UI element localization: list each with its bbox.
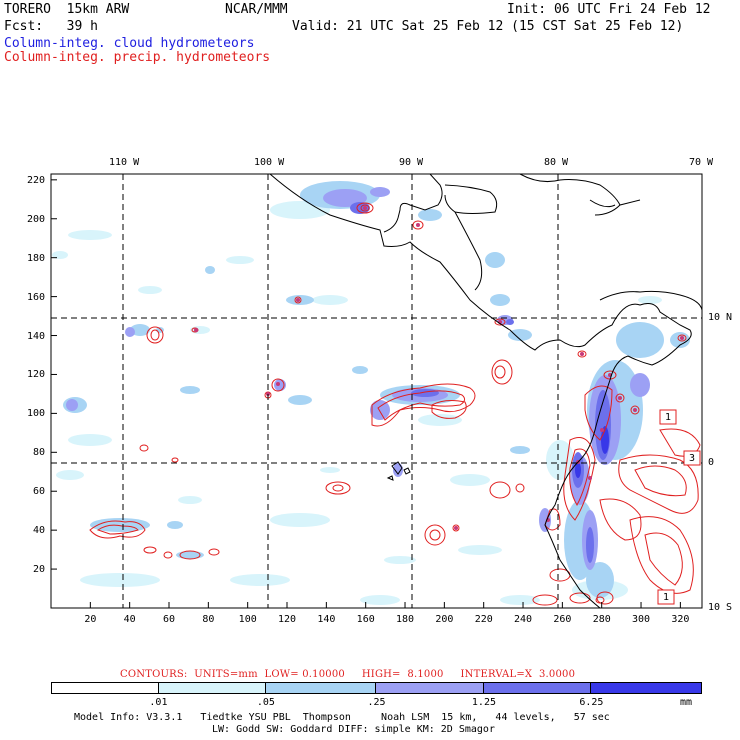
y-tick-label: 80 — [33, 447, 46, 459]
model-info-line2: LW: Godd SW: Goddard DIFF: simple KM: 2D… — [212, 724, 495, 735]
precip-contours — [89, 202, 701, 606]
y-tick-label: 220 — [27, 174, 46, 186]
lat-label-10s: 10 S — [708, 602, 733, 613]
cloud-field — [52, 181, 690, 605]
x-tick-label: 280 — [592, 614, 611, 625]
lon-label-90w: 90 W — [399, 157, 424, 168]
contour-label-boxes — [657, 409, 701, 605]
colorbar-segment — [590, 683, 701, 693]
y-tick-label: 200 — [27, 213, 46, 225]
colorbar-unit: mm — [680, 697, 693, 708]
y-axis-ticks — [51, 179, 57, 570]
organization-label: NCAR/MMM — [225, 2, 288, 17]
y-tick-label: 60 — [33, 486, 46, 498]
x-tick-label: 80 — [202, 614, 215, 625]
precip-cores — [194, 206, 684, 530]
x-tick-label: 200 — [435, 614, 454, 625]
x-tick-label: 120 — [278, 614, 297, 625]
field-precip-label: Column-integ. precip. hydrometeors — [4, 50, 271, 65]
y-tick-label: 100 — [27, 408, 46, 420]
contour-label-3: 3 — [689, 453, 696, 464]
colorbar-label: .01 — [149, 697, 168, 708]
y-tick-label: 180 — [27, 252, 46, 264]
model-info-line1: Model Info: V3.3.1 Tiedtke YSU PBL Thomp… — [74, 712, 610, 723]
colorbar-label: 6.25 — [579, 697, 604, 708]
colorbar-segment — [483, 683, 591, 693]
x-tick-label: 20 — [84, 614, 97, 625]
colorbar-label: .05 — [256, 697, 275, 708]
lat-label-10n: 10 N — [708, 312, 733, 323]
contour-label-1b: 1 — [663, 592, 670, 603]
x-tick-label: 300 — [632, 614, 651, 625]
x-tick-label: 140 — [317, 614, 336, 625]
y-tick-label: 140 — [27, 330, 46, 342]
x-tick-label: 240 — [514, 614, 533, 625]
x-tick-label: 220 — [474, 614, 493, 625]
x-tick-label: 60 — [163, 614, 176, 625]
x-tick-label: 260 — [553, 614, 572, 625]
contours-info: CONTOURS: UNITS=mm LOW= 0.10000 HIGH= 8.… — [120, 669, 576, 680]
y-tick-label: 160 — [27, 291, 46, 303]
lat-label-0: 0 — [708, 457, 715, 468]
lon-label-100w: 100 W — [254, 157, 285, 168]
forecast-hour: Fcst: 39 h — [4, 19, 98, 34]
colorbar-segment — [266, 683, 377, 693]
x-tick-label: 40 — [123, 614, 136, 625]
colorbar-label: .25 — [367, 697, 386, 708]
x-tick-label: 160 — [356, 614, 375, 625]
colorbar-segment — [52, 683, 160, 693]
coastlines — [269, 174, 702, 608]
y-tick-label: 40 — [33, 525, 46, 537]
x-tick-label: 180 — [396, 614, 415, 625]
init-time: Init: 06 UTC Fri 24 Feb 12 — [507, 2, 711, 17]
x-tick-label: 320 — [671, 614, 690, 625]
y-tick-label: 120 — [27, 369, 46, 381]
colorbar-segment — [376, 683, 484, 693]
lon-label-70w: 70 W — [689, 157, 714, 168]
contour-label-1a: 1 — [665, 412, 672, 423]
field-cloud-label: Column-integ. cloud hydrometeors — [4, 36, 255, 51]
lon-label-110w: 110 W — [109, 157, 140, 168]
valid-time: Valid: 21 UTC Sat 25 Feb 12 (15 CST Sat … — [292, 19, 684, 34]
colorbar — [51, 682, 702, 694]
y-tick-label: 20 — [33, 564, 46, 576]
plot-frame — [50, 173, 703, 609]
x-tick-label: 100 — [238, 614, 257, 625]
x-axis-ticks — [89, 602, 681, 608]
latlon-grid — [51, 174, 702, 608]
colorbar-segment — [159, 683, 267, 693]
colorbar-label: 1.25 — [471, 697, 496, 708]
lon-label-80w: 80 W — [544, 157, 569, 168]
model-title: TORERO 15km ARW — [4, 2, 130, 17]
